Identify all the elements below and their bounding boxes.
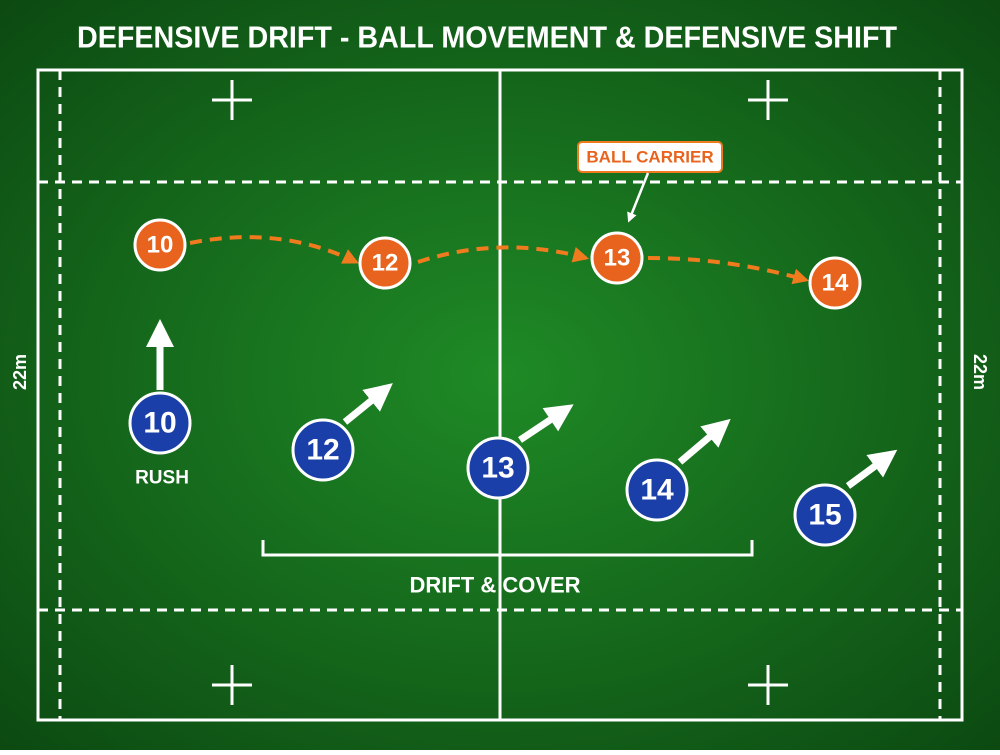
defender	[128, 391, 192, 455]
defender	[793, 483, 857, 547]
defender-number: 14	[640, 474, 674, 507]
defender-number: 15	[808, 499, 841, 532]
drift-label: DRIFT & COVER	[409, 573, 580, 598]
ball-carrier-box	[577, 141, 723, 173]
rush-label: RUSH	[135, 468, 189, 489]
ball-carrier-label: BALL CARRIER	[586, 148, 713, 167]
attacker-number: 10	[147, 232, 174, 259]
title: DEFENSIVE DRIFT - BALL MOVEMENT & DEFENS…	[77, 20, 897, 55]
side-label: 22m	[10, 354, 30, 390]
attacker	[358, 236, 412, 290]
pitch-lines	[36, 68, 964, 722]
pointer	[627, 172, 650, 223]
defender	[625, 458, 689, 522]
attacker-number: 13	[604, 245, 631, 272]
attacker-number: 14	[822, 270, 849, 297]
defender-number: 10	[143, 407, 176, 440]
attacker	[590, 231, 644, 285]
pass-lines	[189, 235, 810, 285]
bracket	[261, 540, 754, 557]
defender	[466, 436, 530, 500]
side-label: 22m	[970, 354, 990, 390]
attacker	[808, 256, 862, 310]
defender-number: 13	[481, 452, 514, 485]
attacker	[133, 218, 187, 272]
defender	[291, 418, 355, 482]
defender-arrows	[146, 319, 898, 489]
attacker-number: 12	[372, 250, 399, 277]
defender-number: 12	[306, 434, 339, 467]
